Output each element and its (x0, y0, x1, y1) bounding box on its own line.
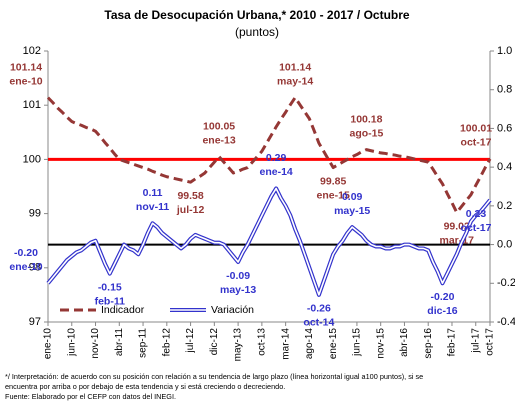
value-label: 101.14 (279, 61, 311, 73)
value-label-date: nov-11 (136, 201, 169, 213)
series-line (46, 186, 492, 297)
value-label-date: feb-11 (95, 295, 126, 307)
x-tick-label: oct-17 (485, 328, 496, 356)
footnote: Fuente: Elaborado por el CEFP con datos … (5, 392, 176, 401)
value-label: 99.02 (444, 220, 470, 232)
value-label: -0.20 (431, 291, 455, 303)
series-line (46, 96, 492, 215)
y2-tick-label: 0.6 (497, 122, 512, 134)
x-tick-label: ene-10 (43, 328, 54, 360)
x-tick-label: jul-12 (185, 328, 196, 354)
x-tick-label: sep-16 (423, 328, 434, 359)
y2-tick-label: 0.0 (497, 238, 512, 250)
x-tick-label: nov-15 (375, 328, 386, 359)
y-tick-label: 97 (29, 316, 41, 328)
x-tick-label: may-13 (233, 328, 244, 362)
x-tick-label: feb-12 (161, 328, 172, 357)
value-label: 99.58 (177, 190, 203, 202)
y2-tick-label: 1.0 (497, 45, 512, 57)
x-tick-label: jun-10 (66, 328, 77, 357)
value-label: 100.01 (460, 123, 492, 135)
x-tick-label: abr-11 (114, 328, 125, 357)
y2-tick-label: 0.4 (497, 161, 512, 173)
y2-tick-label: 0.2 (497, 200, 512, 212)
y-tick-label: 101 (23, 99, 41, 111)
x-tick-label: mar-14 (280, 328, 291, 360)
x-tick-label: feb-17 (447, 328, 458, 357)
chart-title: Tasa de Desocupación Urbana,* 2010 - 201… (104, 8, 410, 22)
value-label-date: mar-17 (440, 234, 475, 246)
value-label: 0.11 (143, 187, 163, 199)
y-tick-label: 98 (29, 262, 41, 274)
y-tick-label: 99 (29, 208, 41, 220)
chart-subtitle: (puntos) (235, 25, 279, 39)
value-label: 101.14 (10, 61, 42, 73)
value-label-date: ene-10 (9, 261, 42, 273)
x-tick-label: dic-12 (209, 328, 220, 356)
value-label-date: oct-17 (461, 137, 492, 149)
value-label-date: ene-15 (317, 189, 350, 201)
value-label: 100.05 (203, 120, 235, 132)
x-tick-label: jun-15 (352, 328, 363, 357)
value-label: 99.85 (320, 175, 346, 187)
value-label: 0.09 (342, 191, 363, 203)
value-label-date: ene-10 (9, 75, 42, 87)
value-label: -0.26 (307, 303, 331, 315)
x-tick-label: oct-13 (257, 328, 268, 356)
value-label: -0.15 (98, 281, 122, 293)
value-label-date: ene-14 (259, 166, 292, 178)
legend-label: Indicador (101, 304, 145, 316)
x-tick-label: sep-11 (138, 328, 149, 358)
x-tick-label: ago-14 (304, 328, 315, 360)
x-tick-label: jul-17 (470, 328, 481, 354)
y2-tick-label: 0.8 (497, 84, 512, 96)
y2-tick-label: -0.2 (497, 277, 515, 289)
x-tick-label: nov-10 (90, 328, 101, 359)
value-label-date: may-14 (277, 75, 313, 87)
legend-label: Variación (211, 304, 254, 316)
value-label-date: ago-15 (350, 127, 384, 139)
footnote: encuentra por arriba o por debajo de est… (5, 382, 285, 391)
footnote: */ Interpretación: de acuerdo con su pos… (5, 372, 423, 381)
value-label: 0.29 (266, 152, 287, 164)
value-label-date: jul-12 (176, 204, 205, 216)
y-tick-label: 102 (23, 45, 41, 57)
value-label: -0.20 (14, 247, 38, 259)
value-label: -0.09 (226, 270, 250, 282)
y-tick-label: 100 (23, 153, 41, 165)
value-label-date: may-13 (220, 284, 256, 296)
value-label-date: ene-13 (202, 134, 235, 146)
value-label-date: oct-14 (303, 317, 334, 329)
x-tick-label: ene-15 (328, 328, 339, 360)
value-label-date: oct-17 (461, 222, 492, 234)
y2-tick-label: -0.4 (497, 316, 515, 328)
series-line-inner (47, 187, 491, 296)
value-label-date: dic-16 (427, 305, 458, 317)
value-label: 100.18 (350, 113, 382, 125)
x-tick-label: abr-16 (399, 328, 410, 357)
value-label-date: may-15 (334, 205, 370, 217)
value-label: 0.23 (466, 208, 487, 220)
